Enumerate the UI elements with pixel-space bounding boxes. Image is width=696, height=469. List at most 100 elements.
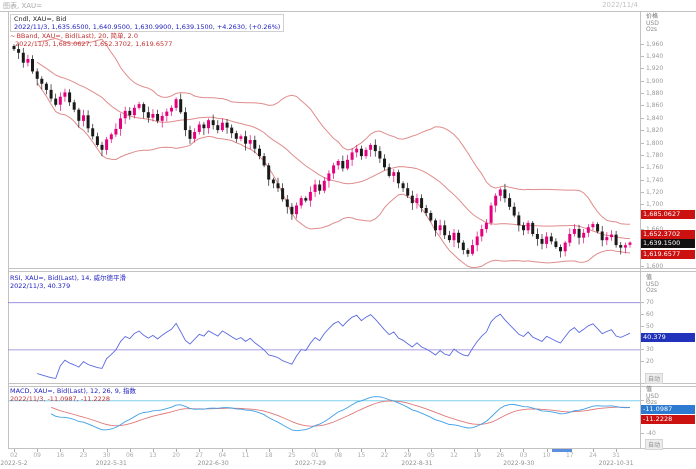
time-tick [523,449,525,452]
rsi-axis-header: 值 USD Ozs [646,274,659,294]
time-day-label: 11 [241,452,250,459]
main-price-pane[interactable] [8,12,640,268]
time-tick [477,449,479,452]
axis-tick-label: 1,760 [640,164,664,172]
time-day-label: 08 [334,452,343,459]
time-day-label: 17 [565,452,574,459]
axis-tick-label: 1,960 [640,40,664,48]
candlestick-series [12,43,632,258]
time-tick [129,449,131,452]
rsi-autoscale-button[interactable]: 自动 [645,373,664,384]
window-timestamp: 2022/11/4 [602,1,638,9]
rsi-legend-title[interactable]: RSI, XAU=, Bid(Last), 14, 威尔德平滑 [10,274,126,282]
time-tick [616,449,618,452]
time-day-label: 25 [288,452,296,459]
axis-left-border [640,11,641,449]
bband-line-icon: ~ [10,32,16,40]
time-tick [14,449,15,452]
time-day-label: 05 [427,452,435,459]
axis-tick-label: 0 [641,397,650,405]
axis-tick-label: 1,780 [640,151,664,159]
bollinger-lower-line [36,82,631,268]
axis-tick-label: 1,880 [640,90,664,98]
pane-separator [8,271,696,272]
time-day-label: 04 [218,452,227,459]
time-tick [83,449,85,452]
pane-separator [8,386,696,387]
time-day-label: 12 [450,452,458,459]
rsi-pane[interactable] [8,272,640,383]
macd-line [50,396,631,432]
macd-legend-title[interactable]: MACD, XAU=, Bid(Last), 12, 26, 9, 指数 [10,387,137,395]
pane-separator [8,268,696,269]
time-axis[interactable]: 02 09 16 23 30 06 13 20 27 04 11 18 25 01 08 15 22 29 05 12… [0,448,696,469]
candle-legend-group[interactable]: Cndl, XAU=, Bid 2022/11/3, 1,635.6500, 1… [10,14,285,32]
bband-legend-values: 2022/11/3, 1,685.0627, 1,652.3702, 1,619… [15,40,173,48]
time-day-label: 22 [380,452,389,459]
time-tick [315,449,317,452]
time-tick [546,449,548,452]
time-tick [37,449,39,452]
time-day-label: 29 [403,452,412,459]
time-date-label: 2022-10-31 [598,460,634,467]
macd-signal-box: -11.2228 [641,415,695,424]
time-day-label: 18 [264,452,273,459]
axis-tick-label: 1,660 [640,226,663,233]
time-tick [500,449,502,452]
time-day-label: 27 [195,452,204,459]
time-tick [454,449,455,452]
bband-middle-price-box: 1,652.3702 [641,230,695,239]
last-price-box: 1,639.1500 [641,239,695,248]
time-date-label: 2022-5-2 [0,460,28,467]
main-axis-header: 价格 USD Ozs [646,13,659,33]
macd-autoscale-button[interactable]: 自动 [645,439,664,450]
bband-upper-price-box: 1,685.0627 [641,210,695,219]
axis-tick-label: 30 [641,346,654,354]
macd-legend-values: 2022/11/3, -11.0987, -11.2228 [10,395,111,403]
pane-separator [8,383,696,384]
time-day-label: 10 [542,452,551,459]
time-date-label: 2022-7-29 [294,460,326,467]
candle-legend-title[interactable]: Cndl, XAU=, Bid [14,15,67,23]
bband-legend-title[interactable]: ~BBand, XAU=, Bid(Last), 20, 简单, 2.0 [10,32,138,40]
axis-tick-label: 50 [641,322,654,330]
time-date-label: 2022-8-31 [401,460,433,467]
time-day-label: 02 [10,452,18,459]
time-tick [152,449,154,452]
time-tick [407,449,409,452]
axis-tick-label: 1,700 [640,201,664,209]
axis-tick-label: 1,900 [640,77,664,85]
time-day-label: 26 [496,452,505,459]
time-day-label: 01 [311,452,319,459]
time-day-label: 31 [612,452,620,459]
plot-left-border [8,11,9,449]
time-tick [384,449,386,452]
time-tick [338,449,340,452]
macd-pane[interactable] [8,386,640,448]
time-day-label: 03 [519,452,528,459]
time-tick [361,449,363,452]
axis-tick-label: 70 [641,299,654,307]
candle-legend-values: 2022/11/3, 1,635.6500, 1,640.9500, 1,630… [14,23,281,31]
time-day-label: 30 [102,452,111,459]
time-day-label: 15 [357,452,366,459]
bband-lower-price-box: 1,619.6577 [641,250,695,259]
macd-value-box: -11.0987 [641,405,695,414]
time-tick [176,449,178,452]
time-tick [199,449,201,452]
pane-separator [8,448,696,449]
axis-tick-label: 1,740 [640,176,664,184]
time-tick [430,449,432,452]
time-date-label: 2022-9-30 [503,460,535,467]
time-tick [106,449,108,452]
time-tick [291,449,293,452]
time-date-label: 2022-5-31 [95,460,127,467]
time-day-label: 23 [79,452,88,459]
scrollbar-thumb[interactable] [552,449,572,452]
axis-tick-label: 1,920 [640,65,664,73]
rsi-value-box: 40.379 [641,333,695,342]
time-day-label: 19 [473,452,481,459]
time-day-label: 20 [172,452,180,459]
rsi-line [37,313,631,379]
